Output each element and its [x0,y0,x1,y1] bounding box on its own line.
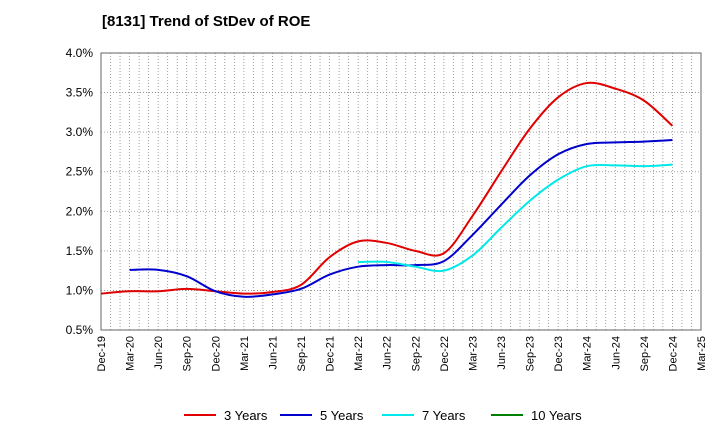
axes [100,52,702,331]
chart-title: [8131] Trend of StDev of ROE [102,13,311,30]
y-tick-label: 2.5% [66,165,94,179]
series-lines [100,81,674,298]
y-tick-labels: 0.5% 1.0% 1.5% 2.0% 2.5% 3.0% 3.5% 4.0% [66,46,94,337]
x-tick-label: Jun-21 [267,336,279,370]
x-tick-label: Dec-22 [439,336,451,371]
y-tick-label: 3.0% [66,125,94,139]
plot-border [100,52,702,331]
x-tick-label: Mar-24 [582,336,594,371]
y-tick-label: 0.5% [66,323,94,337]
x-tick-label: Sep-21 [296,336,308,371]
y-tick-label: 2.0% [66,204,94,218]
series-line-5-years [129,139,673,298]
legend-label-5-years: 5 Years [320,408,364,423]
x-tick-label: Jun-22 [382,336,394,370]
series-line-7-years [358,163,673,273]
x-tick-label: Mar-21 [239,336,251,371]
x-tick-label: Dec-19 [96,336,108,371]
x-tick-label: Jun-24 [610,336,622,370]
y-tick-label: 1.5% [66,244,94,258]
x-tick-label: Mar-20 [125,336,137,371]
y-tick-label: 3.5% [66,86,94,100]
x-tick-label: Mar-23 [467,336,479,371]
x-tick-label: Dec-24 [667,336,679,371]
x-tick-label: Jun-20 [153,336,165,370]
x-tick-labels: Dec-19 Mar-20 Jun-20 Sep-20 Dec-20 Mar-21 Jun-… [96,336,708,371]
x-tick-label: Dec-23 [553,336,565,371]
legend-label-3-years: 3 Years [224,408,268,423]
x-tick-label: Dec-20 [210,336,222,371]
x-tick-label: Sep-20 [182,336,194,371]
y-tick-label: 4.0% [66,46,94,60]
x-tick-label: Mar-25 [696,336,708,371]
legend-label-7-years: 7 Years [422,408,466,423]
x-tick-label: Sep-23 [525,336,537,371]
x-tick-label: Jun-23 [496,336,508,370]
series-line-3-years [100,81,674,295]
x-tick-label: Mar-22 [353,336,365,371]
x-tick-label: Dec-21 [325,336,337,371]
y-tick-label: 1.0% [66,283,94,297]
legend: 3 Years 5 Years 7 Years 10 Years [184,408,582,423]
x-tick-label: Sep-22 [410,336,422,371]
x-tick-label: Sep-24 [639,336,651,371]
legend-label-10-years: 10 Years [531,408,582,423]
